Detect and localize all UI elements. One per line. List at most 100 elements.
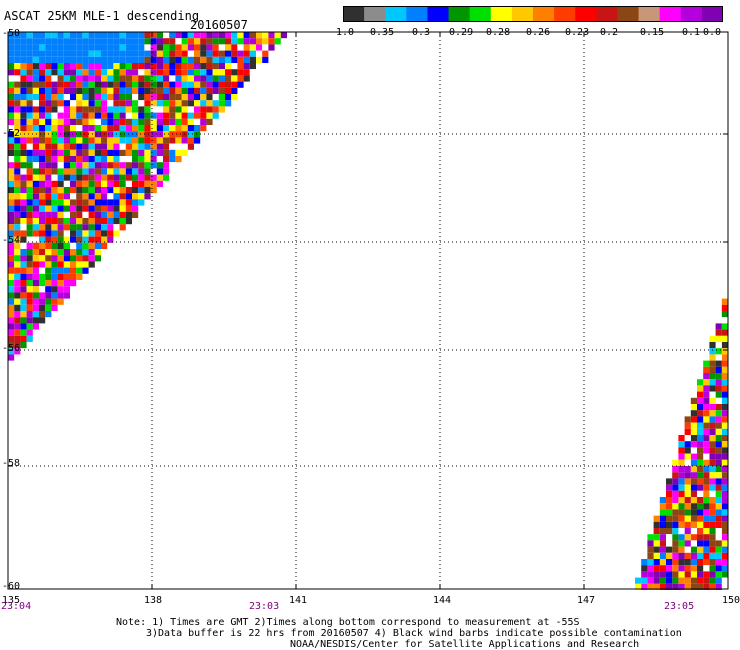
swath-cell <box>45 75 52 82</box>
swath-cell <box>57 156 64 163</box>
swath-cell <box>51 298 58 305</box>
swath-cell <box>194 32 201 39</box>
swath-cell <box>169 32 176 39</box>
swath-cell <box>150 50 157 57</box>
swath-cell <box>45 255 52 262</box>
swath-cell <box>690 515 697 522</box>
swath-cell <box>39 292 46 299</box>
swath-cell <box>39 180 46 187</box>
swath-cell <box>8 230 15 237</box>
swath-cell <box>26 75 33 82</box>
swath-cell <box>94 75 101 82</box>
swath-cell <box>8 261 15 268</box>
swath-cell <box>144 56 151 63</box>
swath-cell <box>709 404 716 411</box>
swath-cell <box>51 131 58 138</box>
swath-cell <box>51 273 58 280</box>
swath-cell <box>175 125 182 132</box>
swath-cell <box>101 38 108 45</box>
swath-cell <box>194 38 201 45</box>
swath-cell <box>715 521 722 528</box>
swath-cell <box>169 125 176 132</box>
swath-cell <box>169 106 176 113</box>
swath-cell <box>721 323 728 330</box>
swath-cell <box>26 211 33 218</box>
swath-cell <box>703 472 710 479</box>
swath-cell <box>20 242 27 249</box>
swath-cell <box>653 559 660 566</box>
swath-cell <box>26 131 33 138</box>
swath-cell <box>32 255 39 262</box>
swath-cell <box>125 106 132 113</box>
swath-cell <box>684 583 691 590</box>
swath-cell <box>76 87 83 94</box>
swath-cell <box>14 298 21 305</box>
swath-cell <box>101 143 108 150</box>
swath-cell <box>76 224 83 231</box>
swath-cell <box>175 38 182 45</box>
swath-cell <box>63 255 70 262</box>
swath-cell <box>125 174 132 181</box>
swath-cell <box>51 261 58 268</box>
swath-cell <box>101 242 108 249</box>
swath-cell <box>709 422 716 429</box>
swath-cell <box>187 81 194 88</box>
swath-cell <box>721 472 728 479</box>
swath-cell <box>715 546 722 553</box>
swath-cell <box>194 81 201 88</box>
swath-cell <box>39 125 46 132</box>
swath-cell <box>132 125 139 132</box>
swath-cell <box>57 137 64 144</box>
swath-cell <box>107 63 114 70</box>
swath-cell <box>181 94 188 101</box>
swath-cell <box>697 435 704 442</box>
swath-cell <box>20 174 27 181</box>
swath-cell <box>107 180 114 187</box>
swath-cell <box>51 118 58 125</box>
swath-cell <box>26 273 33 280</box>
swath-cell <box>163 106 170 113</box>
swath-cell <box>88 168 95 175</box>
swath-cell <box>8 323 15 330</box>
swath-cell <box>703 497 710 504</box>
swath-cell <box>26 118 33 125</box>
swath-cell <box>8 162 15 169</box>
swath-cell <box>163 112 170 119</box>
swath-cell <box>82 236 89 243</box>
swath-cell <box>156 125 163 132</box>
swath-cell <box>20 180 27 187</box>
swath-cell <box>57 143 64 150</box>
swath-cell <box>690 397 697 404</box>
swath-cell <box>70 193 77 200</box>
swath-cell <box>26 81 33 88</box>
swath-cell <box>20 335 27 342</box>
swath-cell <box>721 317 728 324</box>
swath-cell <box>138 174 145 181</box>
swath-cell <box>88 125 95 132</box>
swath-cell <box>709 435 716 442</box>
swath-cell <box>32 50 39 57</box>
swath-cell <box>82 75 89 82</box>
swath-cell <box>113 106 120 113</box>
swath-cell <box>76 100 83 107</box>
swath-cell <box>641 565 648 572</box>
swath-cell <box>57 249 64 256</box>
swath-cell <box>721 404 728 411</box>
swath-cell <box>697 391 704 398</box>
swath-cell <box>45 180 52 187</box>
swath-cell <box>26 106 33 113</box>
swath-cell <box>26 69 33 76</box>
swath-cell <box>119 187 126 194</box>
swath-cell <box>32 199 39 206</box>
swath-cell <box>57 50 64 57</box>
swath-cell <box>45 69 52 76</box>
swath-cell <box>82 199 89 206</box>
swath-cell <box>212 44 219 51</box>
swath-cell <box>45 63 52 70</box>
swath-cell <box>45 273 52 280</box>
swath-cell <box>39 199 46 206</box>
swath-cell <box>132 118 139 125</box>
swath-cell <box>107 137 114 144</box>
swath-cell <box>82 94 89 101</box>
